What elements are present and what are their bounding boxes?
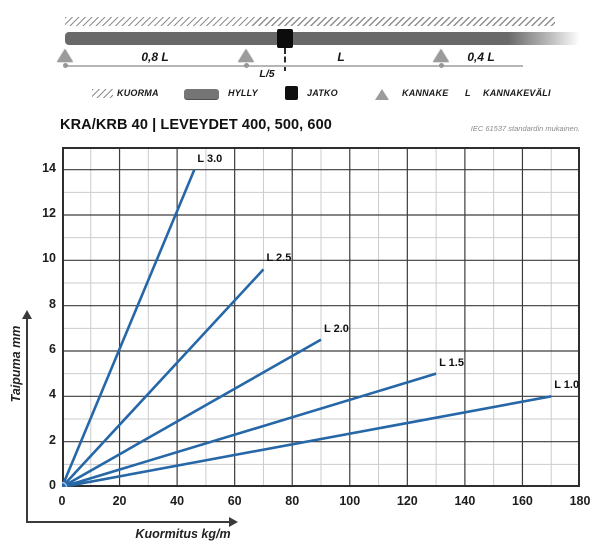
dimension-dot	[439, 63, 444, 68]
plot-frame	[62, 147, 580, 487]
series-label-l-2.0: L 2.0	[324, 322, 349, 335]
bracket-triangle-icon	[375, 89, 389, 100]
dimension-dot	[244, 63, 249, 68]
series-line-l-1.5	[61, 372, 437, 489]
x-axis-label: Kuormitus kg/m	[135, 527, 231, 541]
x-tick-label: 140	[454, 494, 476, 508]
shelf-bar-icon	[184, 89, 219, 100]
span-label-04l: 0,4 L	[467, 50, 495, 64]
x-axis-arrow	[27, 521, 230, 523]
page-title: KRA/KRB 40 | LEVEYDET 400, 500, 600	[60, 117, 332, 133]
shelf-beam	[65, 32, 580, 45]
y-tick-label: 8	[49, 296, 56, 311]
x-tick-label: 160	[512, 494, 533, 508]
y-tick-label: 6	[49, 342, 56, 356]
bracket-triangle-icon	[238, 49, 254, 62]
bracket-triangle-icon	[57, 49, 73, 62]
y-tick-label: 0	[49, 478, 56, 492]
joint-dashed-line	[284, 48, 286, 71]
legend-kuorma-label: KUORMA	[117, 88, 159, 98]
span-label-l: L	[337, 50, 345, 64]
y-tick-label: 2	[49, 432, 56, 447]
chart-canvas	[56, 147, 580, 493]
x-tick-label: 60	[227, 494, 242, 508]
y-tick-label: 4	[49, 387, 56, 402]
y-axis-label: Taipuma mm	[9, 325, 23, 403]
legend-jatko-label: JATKO	[307, 88, 338, 98]
dimension-line	[65, 65, 523, 67]
series-line-l-3.0	[60, 169, 196, 488]
y-tick-label: 10	[42, 251, 56, 266]
y-tick-label: 12	[42, 206, 56, 220]
x-tick-label: 100	[339, 494, 361, 508]
y-axis-arrow	[26, 318, 28, 523]
series-line-l-2.5	[61, 268, 265, 488]
x-tick-label: 120	[396, 494, 418, 508]
bracket-triangle-icon	[433, 49, 449, 62]
series-label-l-2.5: L 2.5	[266, 252, 292, 265]
legend-kannake-label: KANNAKE	[402, 88, 449, 98]
span-label-08l: 0,8 L	[141, 50, 169, 64]
series-label-l-3.0: L 3.0	[197, 152, 223, 165]
series-line-l-1.0	[61, 395, 552, 489]
legend-hylly-label: HYLLY	[228, 88, 258, 98]
series-label-l-1.5: L 1.5	[439, 356, 464, 369]
x-tick-label: 0	[58, 494, 66, 508]
joint-marker	[277, 29, 293, 48]
x-tick-label: 180	[569, 494, 591, 508]
x-axis-arrowhead-icon	[229, 517, 238, 527]
standard-note: IEC 61537 standardin mukainen.	[470, 124, 580, 133]
series-label-l-1.0: L 1.0	[554, 379, 580, 392]
load-hatch-strip	[65, 17, 555, 26]
series-line-l-2.0	[61, 338, 322, 489]
y-tick-label: 14	[42, 160, 56, 175]
x-tick-label: 80	[285, 494, 300, 508]
joint-square-icon	[285, 86, 298, 100]
dimension-dot	[63, 63, 68, 68]
x-tick-label: 40	[170, 494, 185, 508]
x-tick-label: 20	[112, 494, 127, 508]
legend-l-symbol: L	[465, 88, 471, 98]
span-label-l5: L/5	[259, 68, 275, 80]
load-hatch-icon	[92, 89, 113, 98]
legend-kannakevali-label: KANNAKEVÄLI	[483, 88, 551, 98]
y-axis-arrowhead-icon	[22, 310, 32, 319]
deflection-chart: L 3.0 L 2.5 L 2.0 L 1.5 L 1.0	[56, 147, 580, 493]
